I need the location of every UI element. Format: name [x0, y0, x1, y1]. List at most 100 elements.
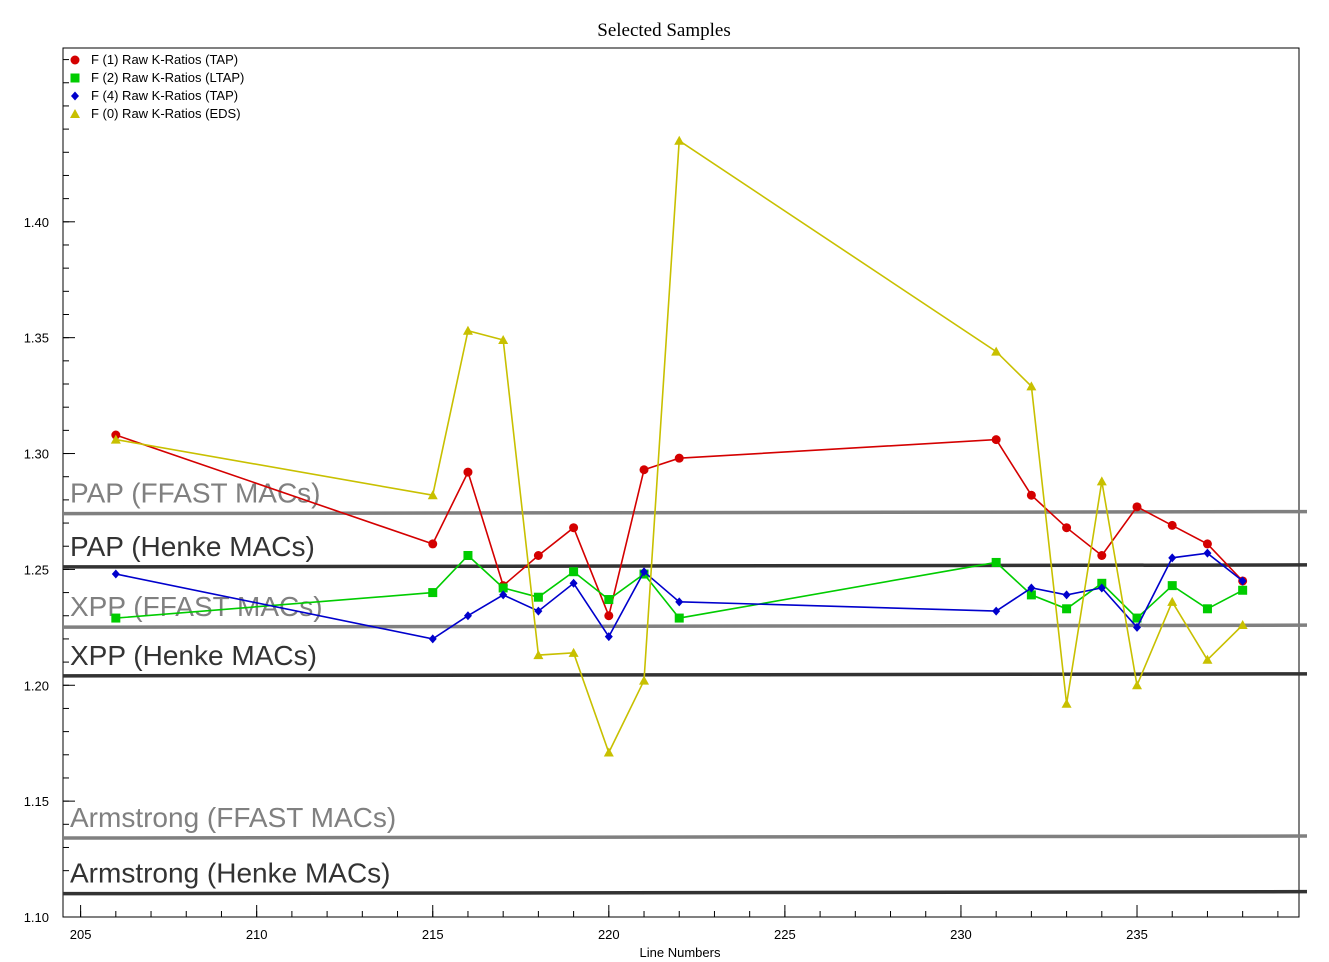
- y-tick-label: 1.20: [24, 678, 49, 693]
- reference-line-label: Armstrong (FFAST MACs): [70, 802, 396, 833]
- data-point-square: [1026, 590, 1036, 600]
- data-point-diamond: [1133, 622, 1142, 632]
- data-point-diamond: [463, 611, 472, 621]
- x-axis-label: Line Numbers: [640, 945, 721, 960]
- series-layer: [110, 135, 1248, 757]
- data-point-diamond: [1168, 553, 1177, 563]
- data-point-square: [569, 567, 579, 577]
- x-tick-label: 230: [950, 927, 972, 942]
- reference-line: [62, 509, 1308, 516]
- data-point-circle: [428, 539, 438, 549]
- data-point-square: [111, 613, 121, 623]
- data-point-triangle: [498, 334, 509, 344]
- data-point-triangle: [639, 675, 650, 685]
- data-point-circle: [569, 523, 579, 533]
- data-point-diamond: [1203, 548, 1212, 558]
- data-point-diamond: [640, 567, 649, 577]
- data-point-square: [604, 595, 614, 605]
- chart-title: Selected Samples: [597, 20, 731, 41]
- data-point-circle: [1062, 523, 1072, 533]
- data-point-circle: [991, 435, 1001, 445]
- reference-line: [62, 834, 1308, 840]
- data-point-square: [533, 592, 543, 602]
- data-point-circle: [1132, 502, 1142, 512]
- x-tick-label: 210: [246, 927, 268, 942]
- legend: F (1) Raw K-Ratios (TAP) F (2) Raw K-Rati…: [70, 52, 244, 121]
- reference-line-label: XPP (Henke MACs): [70, 640, 317, 671]
- x-tick-label: 205: [70, 927, 92, 942]
- data-point-triangle: [1202, 654, 1213, 664]
- x-axis: 205 210 215 220 225 230 235: [70, 905, 1279, 942]
- data-point-circle: [1097, 550, 1107, 560]
- y-tick-label: 1.25: [24, 562, 49, 577]
- data-point-diamond: [604, 632, 613, 642]
- series-group: [111, 548, 1247, 644]
- y-axis: 1.10 1.15 1.20 1.25 1.30 1.35 1.40: [24, 59, 75, 925]
- data-point-circle: [674, 453, 684, 463]
- x-tick-label: 225: [774, 927, 796, 942]
- y-tick-label: 1.15: [24, 794, 49, 809]
- data-point-circle: [1167, 520, 1177, 530]
- data-point-diamond: [534, 606, 543, 616]
- data-point-triangle: [1026, 381, 1037, 391]
- data-point-triangle: [1061, 698, 1072, 708]
- legend-entry: F (4) Raw K-Ratios (TAP): [91, 88, 238, 103]
- data-point-diamond: [675, 597, 684, 607]
- data-point-diamond: [1238, 576, 1247, 586]
- data-point-triangle: [568, 647, 579, 657]
- legend-entry: F (0) Raw K-Ratios (EDS): [91, 106, 241, 121]
- data-point-circle: [604, 611, 614, 621]
- reference-lines: PAP (FFAST MACs) PAP (Henke MACs) XPP (FFA…: [62, 478, 1308, 896]
- legend-entry: F (1) Raw K-Ratios (TAP): [91, 52, 238, 67]
- data-point-square: [463, 550, 473, 560]
- data-point-square: [498, 583, 508, 593]
- data-point-circle: [70, 55, 80, 65]
- data-point-circle: [1202, 539, 1212, 549]
- y-tick-label: 1.30: [24, 447, 49, 462]
- data-point-circle: [1026, 490, 1036, 500]
- data-point-triangle: [427, 490, 438, 500]
- series-group: [111, 550, 1248, 623]
- data-point-diamond: [1062, 590, 1071, 600]
- data-point-triangle: [462, 325, 473, 335]
- legend-entry: F (2) Raw K-Ratios (LTAP): [91, 70, 244, 85]
- reference-line-label: PAP (Henke MACs): [70, 531, 315, 562]
- data-point-triangle: [674, 135, 685, 145]
- data-point-square: [1062, 604, 1072, 614]
- data-point-circle: [639, 465, 649, 475]
- data-point-square: [1202, 604, 1212, 614]
- reference-line: [62, 563, 1308, 569]
- data-point-square: [1132, 613, 1142, 623]
- data-point-square: [428, 588, 438, 598]
- data-point-diamond: [1027, 583, 1036, 593]
- reference-line-label: XPP (FFAST MACs): [70, 591, 323, 622]
- data-point-circle: [533, 550, 543, 560]
- x-tick-label: 215: [422, 927, 444, 942]
- data-point-diamond: [428, 634, 437, 644]
- data-point-diamond: [111, 569, 120, 579]
- data-point-triangle: [110, 434, 121, 444]
- y-tick-label: 1.40: [24, 215, 49, 230]
- y-tick-label: 1.35: [24, 331, 49, 346]
- data-point-square: [1097, 578, 1107, 588]
- data-point-triangle: [1237, 620, 1248, 630]
- data-point-diamond: [992, 606, 1001, 616]
- data-point-triangle: [603, 747, 614, 757]
- data-point-triangle: [70, 109, 80, 118]
- data-point-diamond: [71, 91, 79, 101]
- reference-line: [62, 889, 1308, 896]
- plot-frame: [62, 47, 1300, 918]
- reference-line-label: PAP (FFAST MACs): [70, 478, 320, 509]
- x-tick-label: 220: [598, 927, 620, 942]
- reference-line-label: Armstrong (Henke MACs): [70, 858, 391, 889]
- data-point-diamond: [499, 590, 508, 600]
- data-point-triangle: [1132, 680, 1143, 690]
- data-point-triangle: [533, 650, 544, 660]
- data-point-square: [1167, 581, 1177, 591]
- y-tick-label: 1.10: [24, 910, 49, 925]
- data-point-square: [674, 613, 684, 623]
- series-group: [110, 135, 1248, 757]
- reference-line: [62, 672, 1308, 678]
- data-point-square: [1238, 585, 1248, 595]
